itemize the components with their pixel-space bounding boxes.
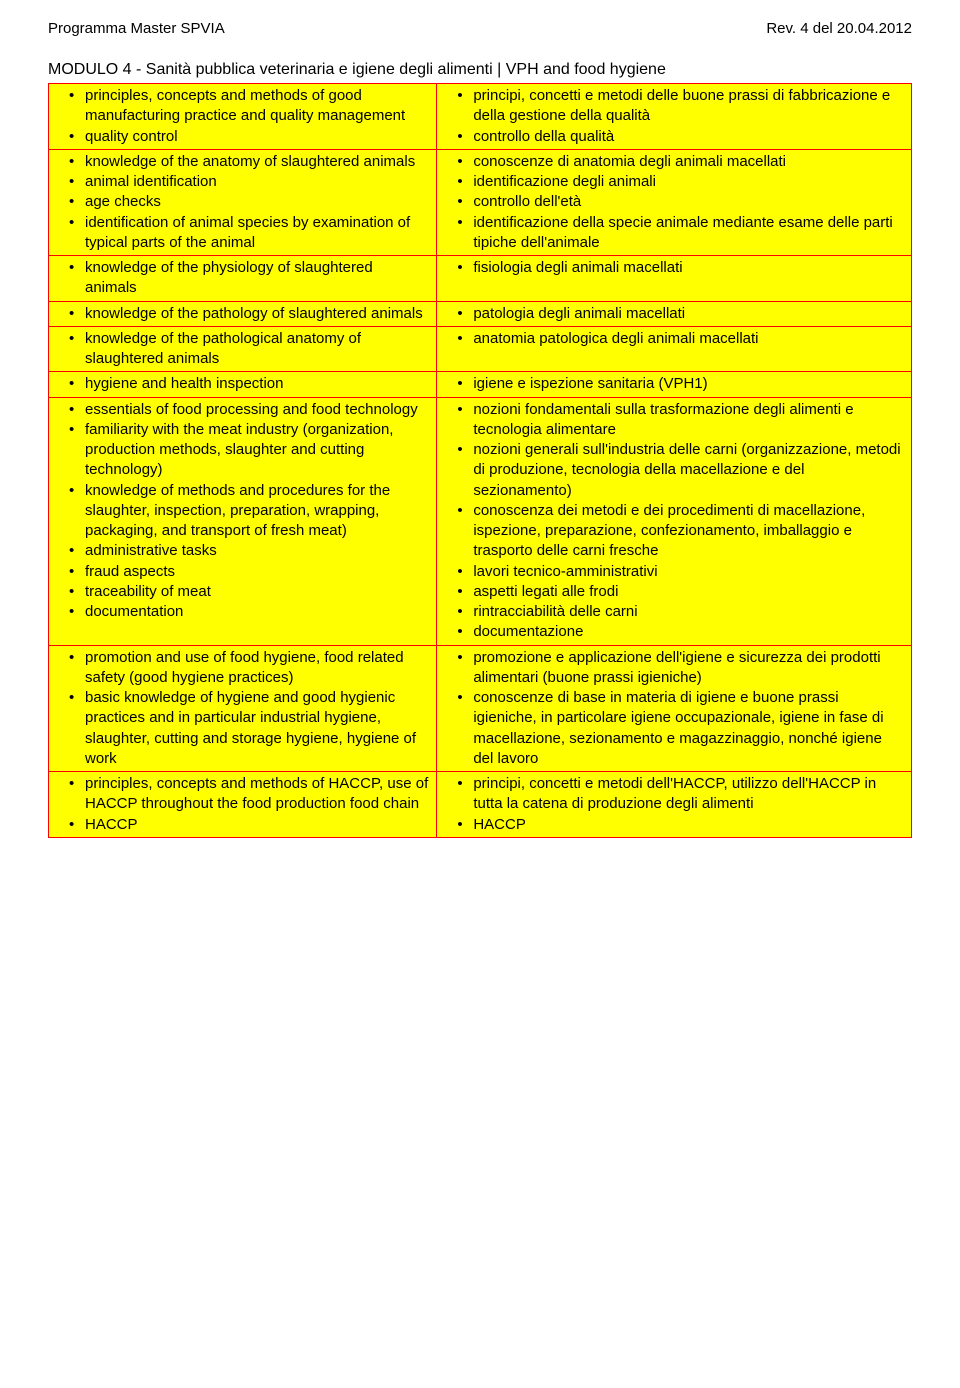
bullet-list: fisiologia degli animali macellati (445, 258, 903, 278)
cell-right: anatomia patologica degli animali macell… (437, 326, 912, 372)
header-right: Rev. 4 del 20.04.2012 (766, 20, 912, 37)
cell-left: promotion and use of food hygiene, food … (49, 645, 437, 772)
table-row: essentials of food processing and food t… (49, 397, 912, 645)
bullet-list: knowledge of the physiology of slaughter… (57, 258, 428, 299)
cell-right: patologia degli animali macellati (437, 301, 912, 326)
list-item: controllo dell'età (445, 192, 903, 212)
bullet-list: knowledge of the pathology of slaughtere… (57, 304, 428, 324)
cell-left: knowledge of the pathological anatomy of… (49, 326, 437, 372)
table-row: knowledge of the physiology of slaughter… (49, 256, 912, 302)
list-item: HACCP (57, 815, 428, 835)
cell-right: nozioni fondamentali sulla trasformazion… (437, 397, 912, 645)
list-item: knowledge of the anatomy of slaughtered … (57, 152, 428, 172)
table-row: knowledge of the pathology of slaughtere… (49, 301, 912, 326)
list-item: HACCP (445, 815, 903, 835)
list-item: conoscenze di base in materia di igiene … (445, 688, 903, 769)
list-item: principi, concetti e metodi dell'HACCP, … (445, 774, 903, 815)
cell-right: conoscenze di anatomia degli animali mac… (437, 149, 912, 255)
list-item: rintracciabilità delle carni (445, 602, 903, 622)
table-row: principles, concepts and methods of good… (49, 84, 912, 150)
list-item: principles, concepts and methods of good… (57, 86, 428, 127)
bullet-list: igiene e ispezione sanitaria (VPH1) (445, 374, 903, 394)
bullet-list: promozione e applicazione dell'igiene e … (445, 648, 903, 770)
bullet-list: knowledge of the anatomy of slaughtered … (57, 152, 428, 253)
list-item: fraud aspects (57, 562, 428, 582)
list-item: essentials of food processing and food t… (57, 400, 428, 420)
list-item: familiarity with the meat industry (orga… (57, 420, 428, 481)
cell-left: knowledge of the pathology of slaughtere… (49, 301, 437, 326)
bullet-list: principles, concepts and methods of HACC… (57, 774, 428, 835)
table-row: principles, concepts and methods of HACC… (49, 772, 912, 838)
list-item: hygiene and health inspection (57, 374, 428, 394)
cell-left: hygiene and health inspection (49, 372, 437, 397)
cell-right: principi, concetti e metodi dell'HACCP, … (437, 772, 912, 838)
list-item: quality control (57, 127, 428, 147)
list-item: principi, concetti e metodi delle buone … (445, 86, 903, 127)
bullet-list: patologia degli animali macellati (445, 304, 903, 324)
bullet-list: nozioni fondamentali sulla trasformazion… (445, 400, 903, 643)
cell-right: promozione e applicazione dell'igiene e … (437, 645, 912, 772)
bullet-list: hygiene and health inspection (57, 374, 428, 394)
list-item: administrative tasks (57, 541, 428, 561)
list-item: identificazione della specie animale med… (445, 213, 903, 254)
list-item: fisiologia degli animali macellati (445, 258, 903, 278)
list-item: patologia degli animali macellati (445, 304, 903, 324)
list-item: identificazione degli animali (445, 172, 903, 192)
list-item: promotion and use of food hygiene, food … (57, 648, 428, 689)
list-item: traceability of meat (57, 582, 428, 602)
list-item: conoscenze di anatomia degli animali mac… (445, 152, 903, 172)
cell-left: essentials of food processing and food t… (49, 397, 437, 645)
bullet-list: essentials of food processing and food t… (57, 400, 428, 623)
list-item: conoscenza dei metodi e dei procedimenti… (445, 501, 903, 562)
cell-right: fisiologia degli animali macellati (437, 256, 912, 302)
list-item: lavori tecnico-amministrativi (445, 562, 903, 582)
list-item: nozioni generali sull'industria delle ca… (445, 440, 903, 501)
bullet-list: principi, concetti e metodi dell'HACCP, … (445, 774, 903, 835)
list-item: identification of animal species by exam… (57, 213, 428, 254)
bullet-list: conoscenze di anatomia degli animali mac… (445, 152, 903, 253)
table-row: promotion and use of food hygiene, food … (49, 645, 912, 772)
cell-left: principles, concepts and methods of good… (49, 84, 437, 150)
module-title: MODULO 4 - Sanità pubblica veterinaria e… (48, 61, 912, 79)
content-table: principles, concepts and methods of good… (48, 83, 912, 838)
list-item: controllo della qualità (445, 127, 903, 147)
list-item: knowledge of the physiology of slaughter… (57, 258, 428, 299)
list-item: aspetti legati alle frodi (445, 582, 903, 602)
list-item: nozioni fondamentali sulla trasformazion… (445, 400, 903, 441)
cell-left: knowledge of the physiology of slaughter… (49, 256, 437, 302)
list-item: documentation (57, 602, 428, 622)
header-left: Programma Master SPVIA (48, 20, 225, 37)
cell-right: principi, concetti e metodi delle buone … (437, 84, 912, 150)
list-item: principles, concepts and methods of HACC… (57, 774, 428, 815)
bullet-list: knowledge of the pathological anatomy of… (57, 329, 428, 370)
list-item: basic knowledge of hygiene and good hygi… (57, 688, 428, 769)
bullet-list: principles, concepts and methods of good… (57, 86, 428, 147)
list-item: documentazione (445, 622, 903, 642)
table-row: knowledge of the pathological anatomy of… (49, 326, 912, 372)
list-item: animal identification (57, 172, 428, 192)
cell-left: principles, concepts and methods of HACC… (49, 772, 437, 838)
list-item: igiene e ispezione sanitaria (VPH1) (445, 374, 903, 394)
list-item: promozione e applicazione dell'igiene e … (445, 648, 903, 689)
list-item: anatomia patologica degli animali macell… (445, 329, 903, 349)
cell-right: igiene e ispezione sanitaria (VPH1) (437, 372, 912, 397)
list-item: knowledge of the pathology of slaughtere… (57, 304, 428, 324)
table-row: hygiene and health inspection igiene e is… (49, 372, 912, 397)
page-header: Programma Master SPVIA Rev. 4 del 20.04.… (48, 20, 912, 37)
list-item: knowledge of methods and procedures for … (57, 481, 428, 542)
bullet-list: promotion and use of food hygiene, food … (57, 648, 428, 770)
list-item: knowledge of the pathological anatomy of… (57, 329, 428, 370)
list-item: age checks (57, 192, 428, 212)
bullet-list: anatomia patologica degli animali macell… (445, 329, 903, 349)
cell-left: knowledge of the anatomy of slaughtered … (49, 149, 437, 255)
bullet-list: principi, concetti e metodi delle buone … (445, 86, 903, 147)
table-row: knowledge of the anatomy of slaughtered … (49, 149, 912, 255)
